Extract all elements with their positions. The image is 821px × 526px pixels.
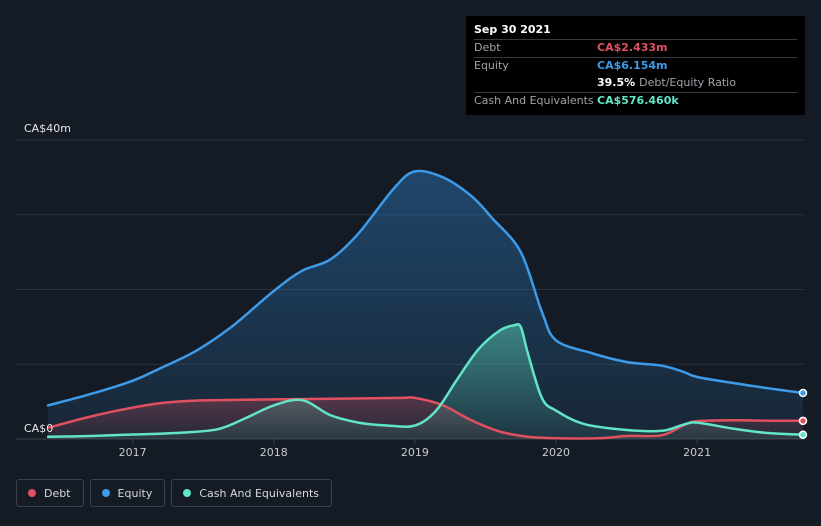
tooltip-date: Sep 30 2021 [474, 23, 551, 36]
legend-dot-equity [101, 489, 110, 497]
tooltip-label: Equity [474, 59, 509, 72]
tooltip-label [474, 75, 597, 91]
legend-label-cash: Cash And Equivalents [199, 486, 319, 500]
x-tick-label: 2017 [119, 446, 147, 459]
tooltip-row-equity: Equity CA$6.154m [474, 57, 797, 74]
x-tick-label: 2018 [260, 446, 288, 459]
cash-and-equivalents-line [46, 322, 805, 439]
tooltip-row-debt: Debt CA$2.433m [474, 39, 797, 56]
y-tick-label: CA$0 [24, 422, 53, 435]
legend-item-equity[interactable]: Equity [89, 479, 166, 507]
series-lines [46, 169, 805, 440]
tooltip-row-cash: Cash And Equivalents CA$576.460k [474, 92, 797, 109]
data-tooltip: Sep 30 2021 Debt CA$2.433m Equity CA$6.1… [466, 16, 805, 115]
tooltip-label: Cash And Equivalents [474, 94, 594, 107]
legend-dot-cash [183, 489, 192, 497]
x-tick-label: 2019 [401, 446, 429, 459]
x-tick-label: 2020 [542, 446, 570, 459]
cash-and-equivalents-end-point [798, 430, 808, 439]
legend-item-debt[interactable]: Debt [16, 479, 84, 507]
series-areas [48, 170, 803, 439]
tooltip-value-debt: CA$2.433m [597, 41, 668, 54]
legend-label-equity: Equity [117, 486, 153, 500]
tooltip-value-ratio: 39.5% [597, 76, 636, 89]
debt-end-point [798, 416, 808, 426]
x-tick-label: 2021 [683, 446, 711, 459]
chart-legend: Debt Equity Cash And Equivalents [16, 479, 332, 507]
legend-item-cash[interactable]: Cash And Equivalents [171, 479, 332, 507]
legend-label-debt: Debt [44, 486, 71, 500]
equity-end-point [798, 388, 808, 398]
equity-line [46, 169, 805, 407]
tooltip-row-ratio: 39.5% Debt/Equity Ratio [474, 75, 797, 91]
tooltip-value-cash: CA$576.460k [597, 94, 679, 107]
tooltip-label: Debt [474, 41, 501, 54]
series-end-markers [798, 388, 808, 439]
equity-area [48, 170, 803, 439]
legend-dot-debt [28, 489, 36, 497]
y-axis-labels: CA$40m CA$0 [24, 122, 71, 435]
tooltip-ratio-suffix: Debt/Equity Ratio [639, 76, 736, 89]
x-axis-labels: 2017 2018 2019 2020 2021 [119, 439, 711, 459]
tooltip-value-equity: CA$6.154m [597, 59, 668, 72]
y-tick-label: CA$40m [24, 122, 71, 135]
